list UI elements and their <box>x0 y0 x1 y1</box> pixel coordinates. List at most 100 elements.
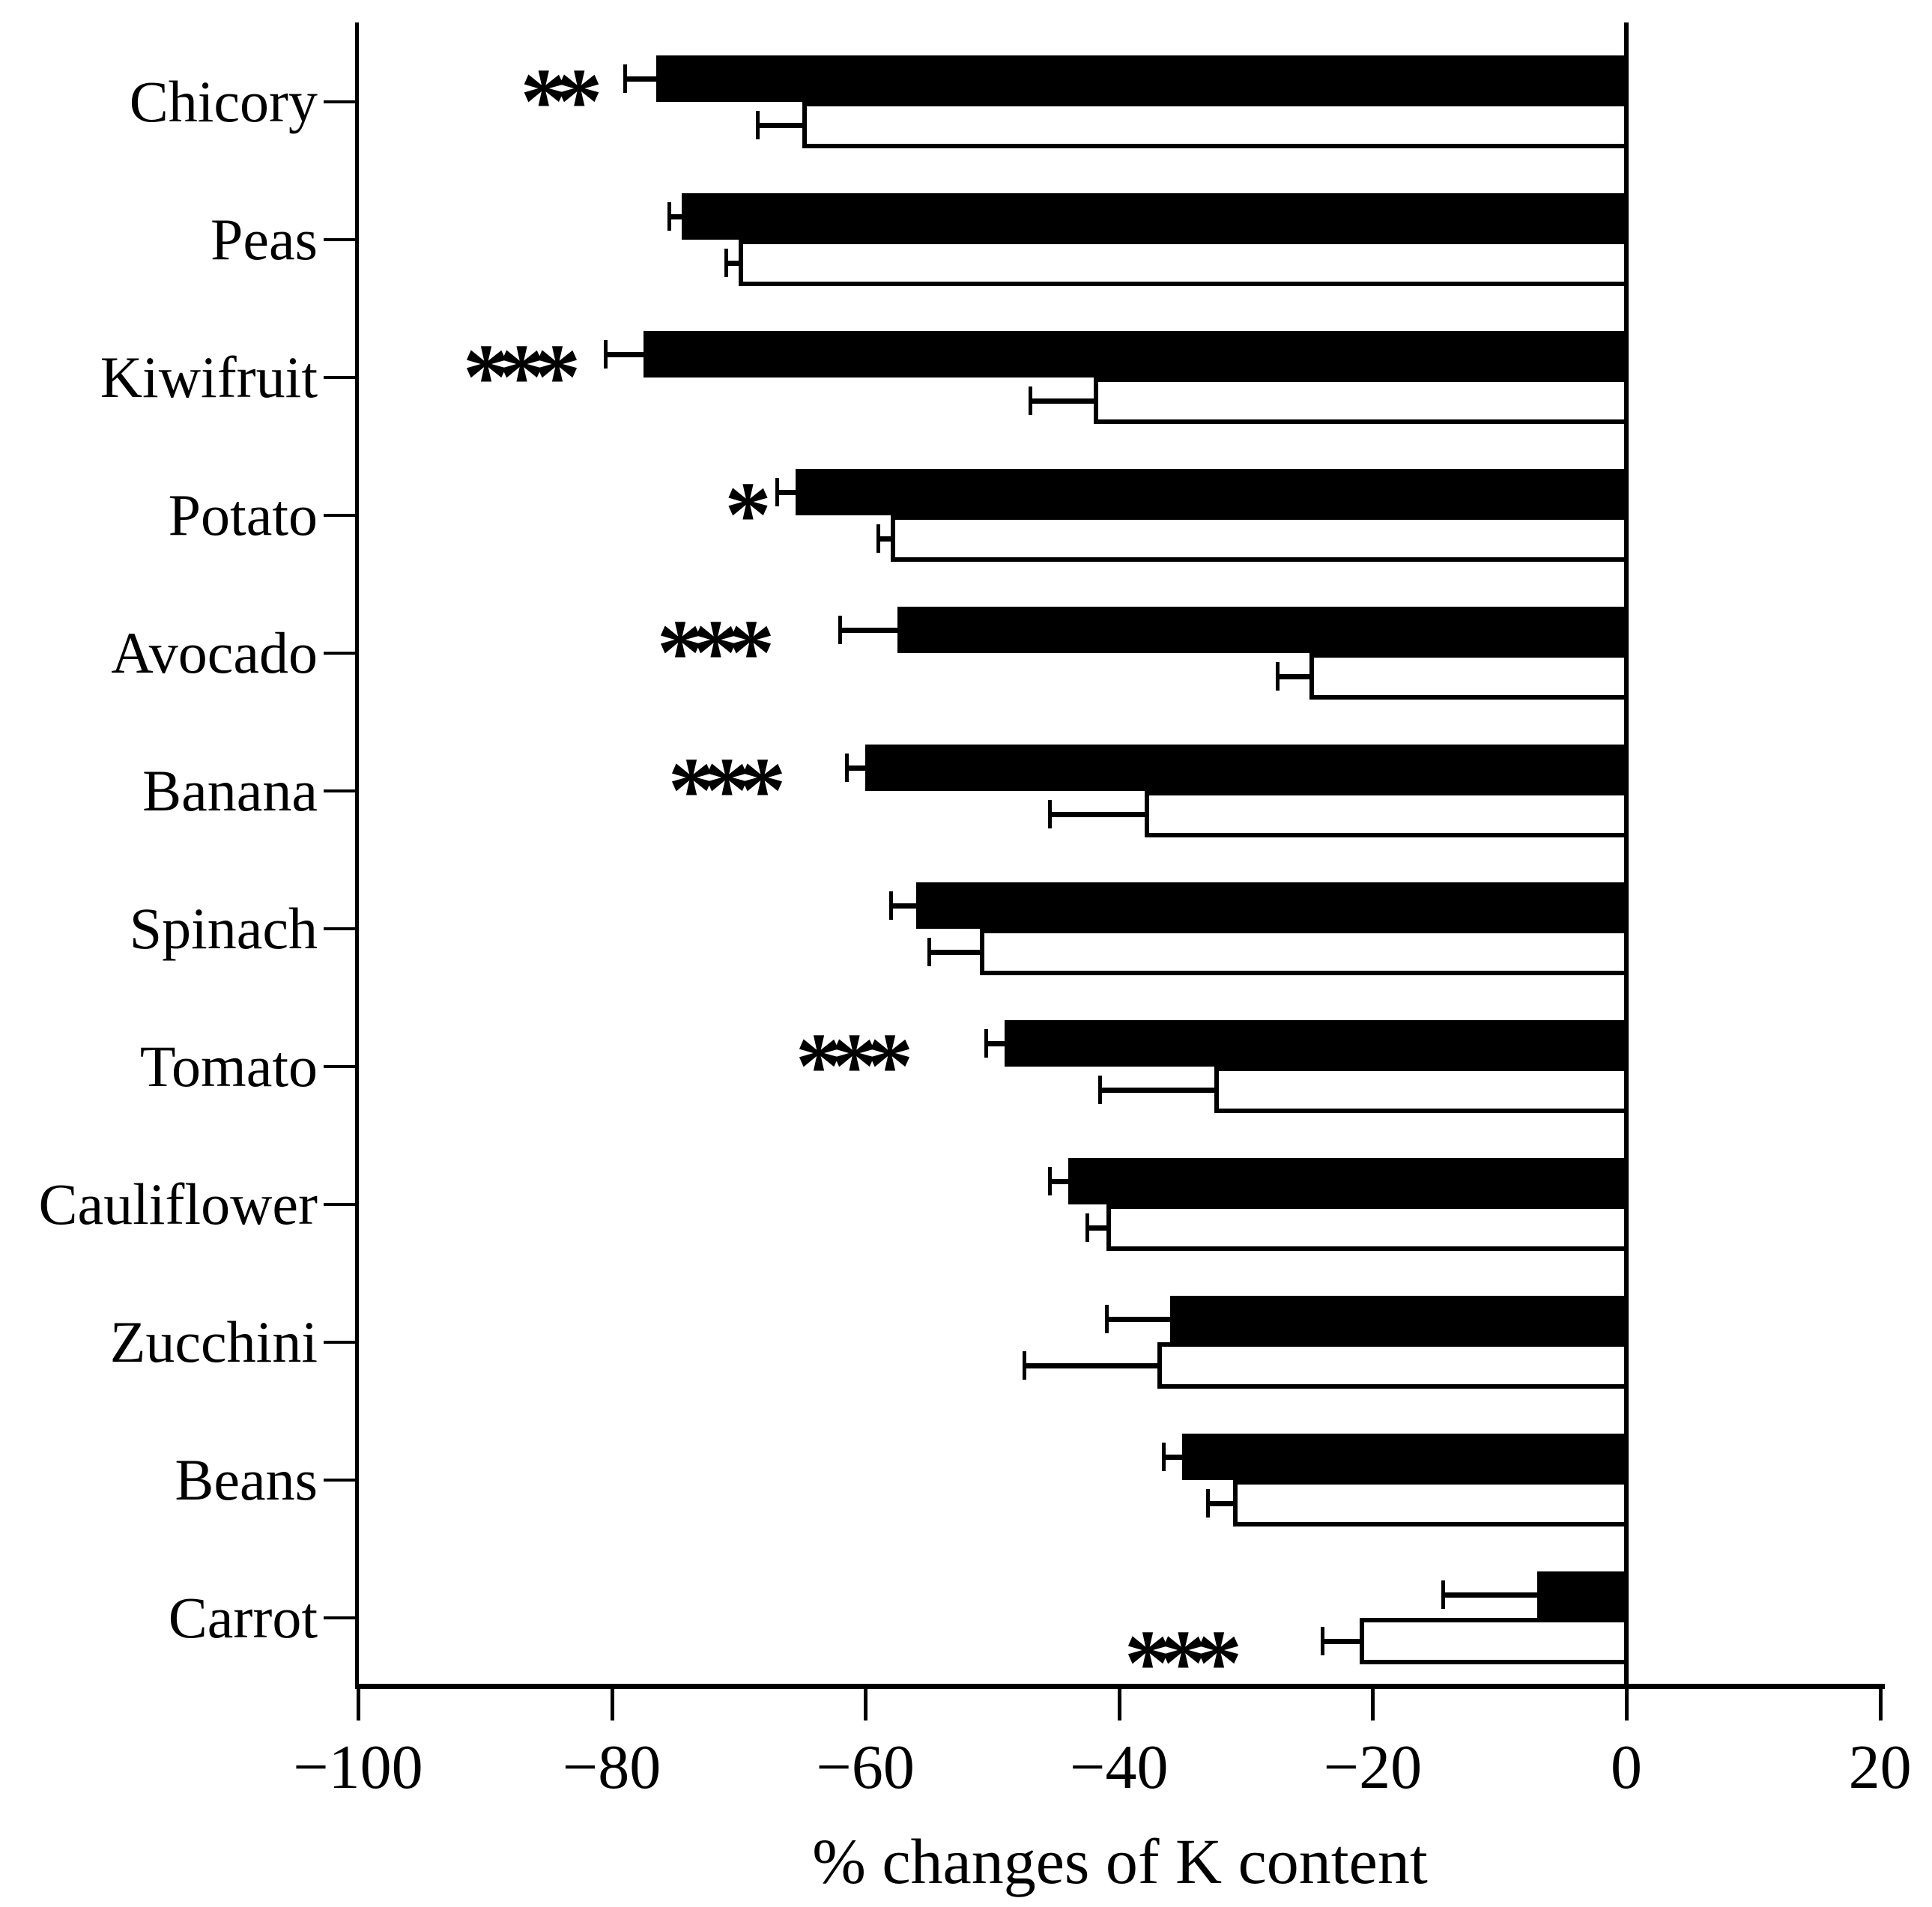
x-axis-tick <box>357 1686 360 1720</box>
error-bar-line <box>605 351 652 357</box>
error-bar-line <box>840 627 906 633</box>
x-axis-tick <box>610 1686 614 1720</box>
error-bar-cap <box>1320 1627 1324 1655</box>
error-bar-line <box>986 1040 1014 1046</box>
error-bar-line <box>1087 1225 1115 1231</box>
y-tick-label: Cauliflower <box>38 1171 318 1237</box>
error-bar-line <box>1163 1454 1192 1460</box>
x-axis-tick <box>1878 1686 1883 1720</box>
error-bar-cap <box>775 478 779 506</box>
y-axis-tick <box>324 927 358 930</box>
error-bar-line <box>878 536 900 542</box>
bar-open-white <box>979 929 1629 975</box>
error-bar-cap <box>984 1029 989 1058</box>
error-bar-cap <box>724 249 728 277</box>
significance-stars: *** <box>795 1015 913 1118</box>
y-tick-label: Zucchini <box>109 1309 318 1374</box>
error-bar-line <box>1049 811 1154 817</box>
error-bar-cap <box>838 616 843 644</box>
error-bar-line <box>1100 1087 1223 1093</box>
error-bar-cap <box>1206 1489 1211 1518</box>
bar-filled-black <box>643 331 1629 378</box>
bar-open-white <box>1157 1342 1629 1389</box>
error-bar-cap <box>1162 1443 1166 1471</box>
error-bar-line <box>1277 673 1318 679</box>
bar-open-white <box>891 515 1629 562</box>
error-bar-line <box>725 260 748 266</box>
significance-stars: *** <box>656 601 775 705</box>
bar-open-white <box>1144 791 1629 837</box>
bar-filled-black <box>915 882 1629 929</box>
error-bar-line <box>846 765 875 771</box>
error-bar-line <box>1030 398 1103 404</box>
y-tick-label: Chicory <box>129 69 318 134</box>
error-bar-line <box>928 949 989 955</box>
error-bar-cap <box>844 754 849 782</box>
significance-stars: ** <box>520 50 603 154</box>
x-axis-tick <box>1371 1686 1375 1720</box>
y-axis-tick <box>324 1203 358 1206</box>
bar-filled-black <box>681 193 1629 240</box>
error-bar-cap <box>1098 1076 1103 1104</box>
error-bar-cap <box>756 111 760 139</box>
y-tick-label: Tomato <box>139 1034 318 1099</box>
y-axis-tick <box>324 652 358 655</box>
bar-filled-black <box>1182 1434 1629 1480</box>
error-bar-cap <box>1047 800 1052 828</box>
error-bar-cap <box>667 202 671 231</box>
y-tick-label: Spinach <box>129 896 318 961</box>
error-bar-line <box>1321 1638 1369 1644</box>
y-axis-tick <box>324 376 358 379</box>
error-bar-line <box>624 76 665 82</box>
bar-filled-black <box>655 55 1629 102</box>
error-bar-line <box>1442 1592 1547 1598</box>
bar-open-white <box>1214 1067 1629 1113</box>
x-axis-tick <box>1117 1686 1121 1720</box>
bar-open-white <box>1093 378 1629 424</box>
bar-open-white <box>1360 1618 1629 1664</box>
error-bar-cap <box>1047 1167 1052 1195</box>
x-tick-label: 20 <box>1848 1732 1912 1802</box>
y-tick-label: Carrot <box>168 1585 318 1650</box>
error-bar-line <box>1049 1178 1078 1184</box>
y-tick-label: Peas <box>211 207 318 272</box>
bar-filled-black <box>865 745 1629 791</box>
bar-open-white <box>1309 653 1629 700</box>
x-tick-label: −60 <box>816 1732 915 1802</box>
bar-open-white <box>802 102 1629 148</box>
y-tick-label: Beans <box>175 1447 318 1512</box>
error-bar-line <box>668 213 691 219</box>
bar-open-white <box>738 240 1629 286</box>
x-tick-label: −80 <box>562 1732 661 1802</box>
error-bar-cap <box>927 938 931 966</box>
bar-filled-black <box>897 607 1629 653</box>
y-tick-label: Potato <box>168 482 318 548</box>
y-axis-tick <box>324 1616 358 1619</box>
error-bar-cap <box>623 64 627 93</box>
y-axis-tick <box>324 1065 358 1068</box>
y-axis-tick <box>324 100 358 103</box>
y-axis-tick <box>324 789 358 792</box>
error-bar-cap <box>889 891 894 920</box>
error-bar-line <box>1106 1316 1179 1322</box>
x-axis-tick <box>1625 1686 1629 1720</box>
significance-stars: * <box>724 464 771 567</box>
error-bar-line <box>891 903 925 909</box>
bar-filled-black <box>1537 1571 1629 1618</box>
error-bar-cap <box>1276 662 1280 691</box>
y-axis-tick <box>324 238 358 241</box>
x-axis-title: % changes of K content <box>812 1825 1428 1897</box>
x-axis-tick <box>864 1686 868 1720</box>
zero-baseline <box>1624 22 1629 1687</box>
bar-filled-black <box>1169 1296 1629 1342</box>
error-bar-cap <box>1441 1580 1445 1609</box>
y-axis-tick <box>324 514 358 517</box>
error-bar-cap <box>1085 1213 1090 1242</box>
x-tick-label: −100 <box>293 1732 423 1802</box>
bar-open-white <box>1106 1204 1629 1251</box>
error-bar-cap <box>1022 1351 1026 1380</box>
error-bar-cap <box>1104 1305 1109 1333</box>
error-bar-line <box>1023 1362 1166 1368</box>
error-bar-cap <box>876 524 881 553</box>
